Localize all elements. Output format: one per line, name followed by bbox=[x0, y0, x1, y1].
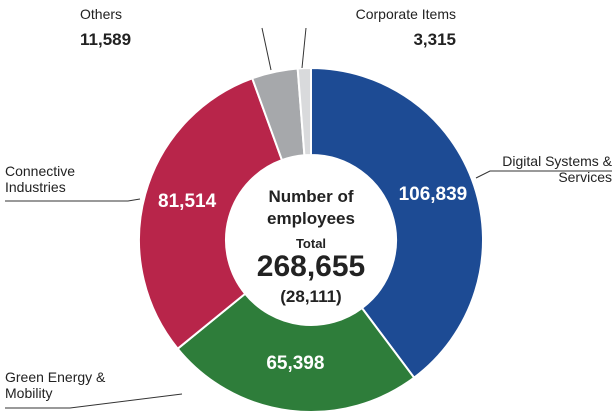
center-total-label: Total bbox=[295, 236, 327, 251]
slice bbox=[138, 77, 284, 351]
value-label: 11,589 bbox=[80, 30, 132, 49]
value-label: 3,315 bbox=[413, 30, 456, 49]
leader-line bbox=[301, 27, 307, 69]
center-total: 268,655 bbox=[256, 250, 366, 283]
center-title: Number of employees bbox=[267, 187, 355, 228]
category-label: Digital Systems & Services bbox=[502, 153, 612, 185]
category-label: Green Energy & Mobility bbox=[5, 369, 106, 401]
category-label: Connective Industries bbox=[5, 163, 76, 195]
slice bbox=[296, 66, 312, 157]
leader-line bbox=[475, 170, 612, 179]
slice bbox=[310, 66, 484, 380]
leader-line bbox=[5, 198, 141, 202]
value-label: 106,839 bbox=[398, 184, 468, 206]
leader-line bbox=[261, 27, 272, 71]
category-label: Corporate Items bbox=[355, 6, 456, 22]
leader-line bbox=[5, 393, 183, 409]
value-label: 81,514 bbox=[158, 190, 217, 212]
center-sub: (28,111) bbox=[280, 287, 342, 306]
center-hole bbox=[227, 156, 395, 324]
value-label: 65,398 bbox=[266, 352, 325, 374]
category-label: Others bbox=[80, 6, 123, 22]
slice bbox=[176, 292, 416, 413]
